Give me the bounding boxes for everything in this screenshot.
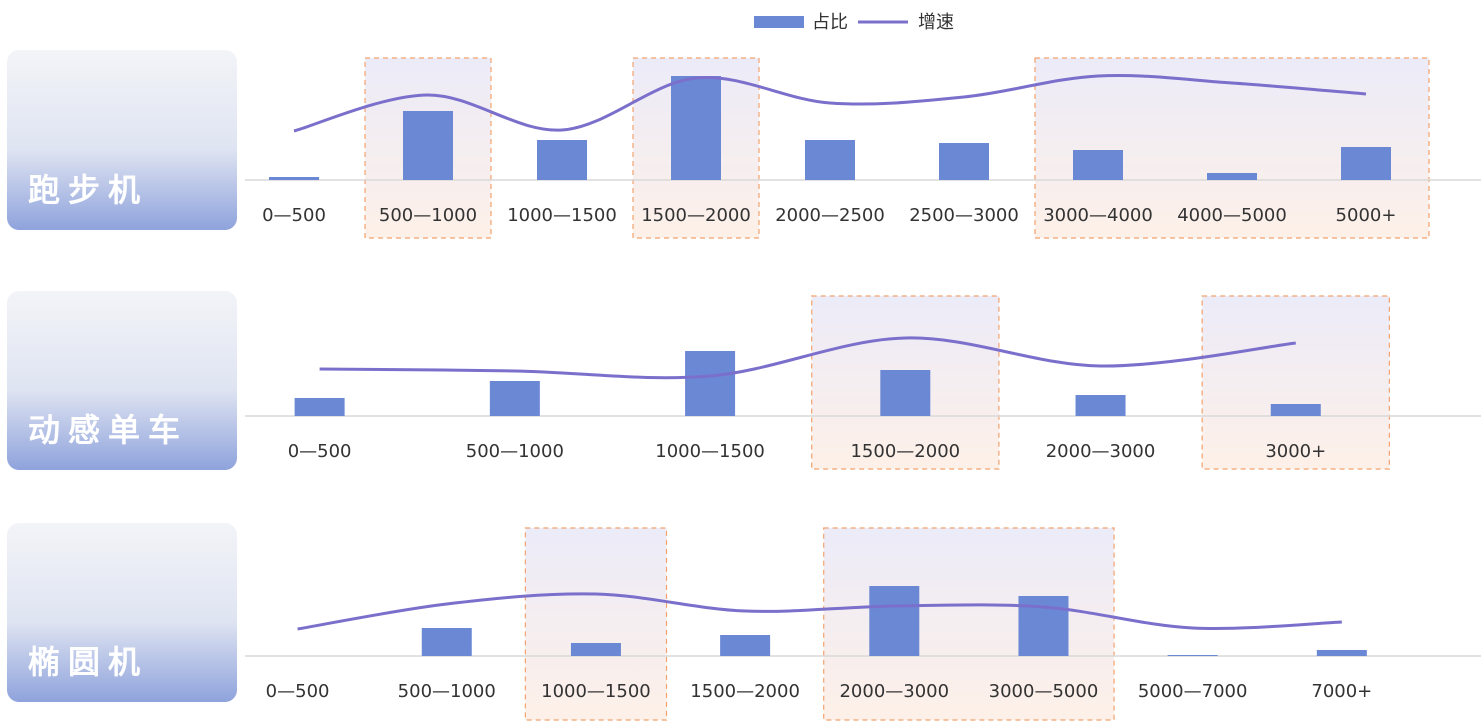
x-tick-label: 2000—3000	[839, 681, 949, 702]
x-tick-label: 5000+	[1336, 205, 1397, 226]
x-tick-label: 2500—3000	[909, 205, 1019, 226]
bar	[1075, 395, 1126, 416]
x-tick-label: 1000—1500	[541, 681, 651, 702]
product-panel	[7, 523, 237, 702]
highlight-box	[1201, 295, 1390, 470]
bar	[869, 586, 920, 656]
x-tick-label: 4000—5000	[1177, 205, 1287, 226]
x-tick-label: 3000—4000	[1043, 205, 1153, 226]
product-label: 动感单车	[28, 411, 188, 449]
x-tick-label: 5000—7000	[1138, 681, 1248, 702]
highlight-box	[524, 527, 668, 721]
bar	[1316, 650, 1367, 656]
bar	[537, 140, 587, 180]
bar	[805, 140, 855, 180]
bar	[720, 635, 771, 656]
x-tick-label: 1500—2000	[641, 205, 751, 226]
x-tick-label: 500—1000	[466, 441, 564, 462]
x-tick-label: 7000+	[1311, 681, 1372, 702]
bar	[403, 111, 453, 180]
x-tick-label: 500—1000	[398, 681, 496, 702]
line	[293, 74, 1367, 133]
legend-swatch	[754, 16, 804, 28]
line	[297, 592, 1342, 631]
x-tick-label: 1500—2000	[690, 681, 800, 702]
x-tick-label: 1000—1500	[507, 205, 617, 226]
legend-label: 增速	[918, 12, 954, 33]
bar	[421, 628, 472, 656]
x-tick-label: 0—500	[262, 205, 326, 226]
bar	[1270, 404, 1321, 416]
x-tick-label: 500—1000	[379, 205, 477, 226]
product-label: 跑步机	[28, 171, 148, 209]
bar	[269, 177, 319, 180]
product-label: 椭圆机	[28, 643, 148, 681]
bar	[1167, 655, 1218, 656]
bar	[489, 381, 540, 416]
bar	[1207, 173, 1257, 180]
product-panel	[7, 291, 237, 470]
bar	[685, 351, 736, 416]
x-tick-label: 3000—5000	[989, 681, 1099, 702]
x-tick-label: 0—500	[288, 441, 352, 462]
x-tick-label: 2000—3000	[1046, 441, 1156, 462]
bar	[570, 643, 621, 656]
x-tick-label: 1500—2000	[850, 441, 960, 462]
x-tick-label: 3000+	[1265, 441, 1326, 462]
x-tick-label: 1000—1500	[655, 441, 765, 462]
bar	[671, 76, 721, 180]
bar	[1073, 150, 1123, 180]
bar	[880, 370, 931, 416]
line	[319, 336, 1296, 380]
product-panel	[7, 50, 237, 230]
x-tick-label: 2000—2500	[775, 205, 885, 226]
x-tick-label: 0—500	[266, 681, 330, 702]
bar	[294, 398, 345, 416]
bar	[939, 143, 989, 180]
legend-label: 占比	[812, 12, 848, 33]
bar	[1341, 147, 1391, 180]
